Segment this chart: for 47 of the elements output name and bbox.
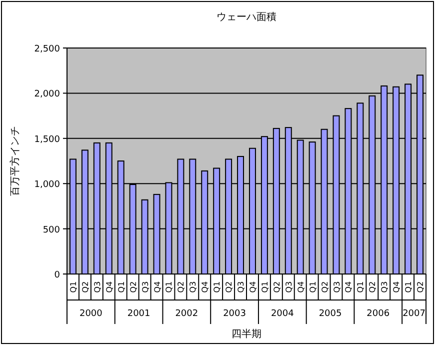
xtick: Q2 — [368, 281, 378, 293]
xtick: Q4 — [152, 281, 162, 293]
xtick: Q3 — [332, 281, 342, 293]
xtick: Q3 — [140, 281, 150, 293]
xtick: Q1 — [308, 281, 318, 293]
xtick: Q1 — [68, 281, 78, 293]
xtick: Q4 — [200, 281, 210, 293]
xtick: Q3 — [236, 281, 246, 293]
xtick: Q4 — [296, 281, 306, 293]
xtick: Q2 — [272, 281, 282, 293]
ytick: 0 — [54, 270, 60, 280]
ytick: 500 — [42, 225, 60, 236]
ylabel: 百万平方インチ — [10, 126, 21, 196]
xtick: Q4 — [248, 281, 258, 293]
xtick: Q1 — [260, 281, 270, 293]
xtick: Q2 — [128, 281, 138, 293]
xtick: Q4 — [104, 281, 114, 293]
year: 2003 — [223, 309, 246, 319]
year: 2005 — [318, 309, 342, 319]
ytick: 1,500 — [34, 134, 60, 145]
xtick: Q1 — [164, 281, 174, 293]
xtick: Q3 — [284, 281, 294, 293]
xtick: Q2 — [416, 281, 426, 293]
year: 2001 — [127, 309, 150, 319]
xtick: Q2 — [80, 281, 90, 293]
year: 2006 — [366, 309, 390, 319]
year: 2002 — [175, 309, 198, 319]
xtick: Q4 — [344, 281, 354, 293]
xtick: Q4 — [392, 281, 402, 293]
xlabel: 四半期 — [232, 329, 262, 340]
title: ウェーハ面積 — [216, 12, 276, 23]
xtick: Q3 — [188, 281, 198, 293]
year: 2007 — [402, 309, 426, 319]
xtick: Q2 — [320, 281, 330, 293]
xtick: Q1 — [404, 281, 414, 293]
xtick: Q1 — [212, 281, 222, 293]
xtick: Q3 — [380, 281, 390, 293]
xtick: Q1 — [356, 281, 366, 293]
year: 2000 — [79, 309, 102, 319]
xtick: Q2 — [224, 281, 234, 293]
ytick: 1,000 — [34, 180, 60, 190]
ytick: 2,000 — [34, 90, 60, 100]
ytick: 2,500 — [34, 44, 60, 54]
xtick: Q3 — [92, 281, 102, 293]
xtick: Q1 — [116, 281, 126, 293]
year: 2004 — [270, 309, 294, 319]
xtick: Q2 — [176, 281, 186, 293]
